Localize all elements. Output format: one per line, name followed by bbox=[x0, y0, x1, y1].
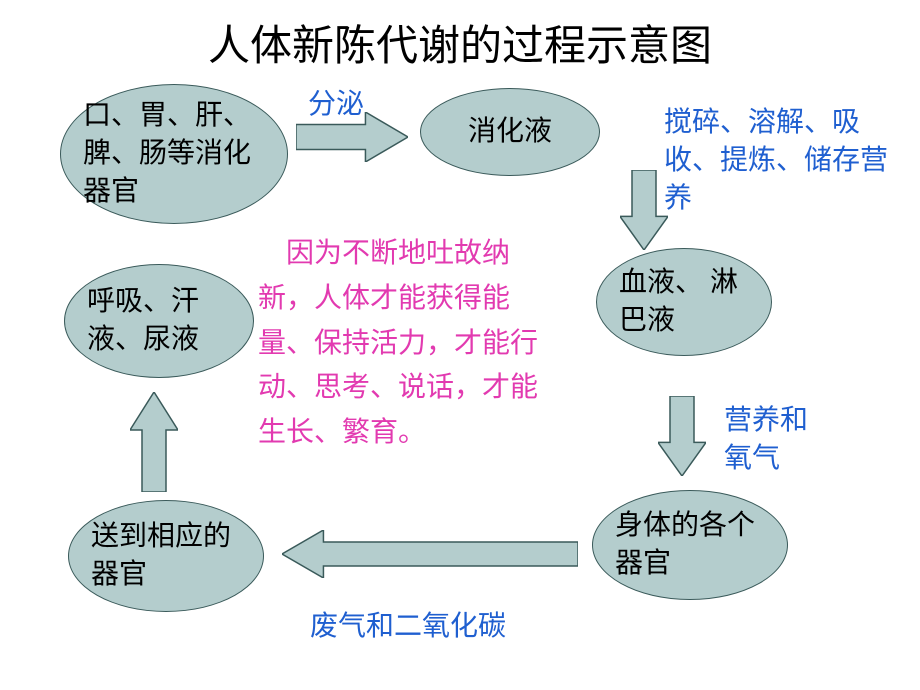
center-explanation: 因为不断地吐故纳新，人体才能获得能量、保持活力，才能行动、思考、说话，才能生长、… bbox=[258, 232, 558, 456]
node-digestive-juice: 消化液 bbox=[420, 88, 600, 176]
edge-label-process: 搅碎、溶解、吸收、提炼、储存营养 bbox=[664, 104, 914, 217]
node-label: 呼吸、汗液、尿液 bbox=[87, 283, 231, 359]
node-label: 血液、 淋巴液 bbox=[619, 264, 749, 340]
arrow-down-icon bbox=[620, 170, 668, 250]
node-blood-lymph: 血液、 淋巴液 bbox=[596, 248, 772, 356]
arrow-up-icon bbox=[130, 392, 178, 492]
node-label: 送到相应的器官 bbox=[91, 518, 241, 594]
node-breath-sweat-urine: 呼吸、汗液、尿液 bbox=[64, 264, 254, 378]
node-body-organs: 身体的各个器官 bbox=[592, 490, 788, 600]
diagram-title: 人体新陈代谢的过程示意图 bbox=[0, 12, 920, 73]
node-label: 口、胃、肝、脾、肠等消化器官 bbox=[83, 97, 265, 210]
edge-label-waste-co2: 废气和二氧化碳 bbox=[310, 608, 506, 646]
node-send-organs: 送到相应的器官 bbox=[68, 500, 264, 612]
node-label: 身体的各个器官 bbox=[615, 507, 765, 583]
arrow-down-icon bbox=[658, 396, 706, 476]
arrow-left-icon bbox=[282, 530, 578, 578]
edge-label-nutrition-oxygen: 营养和 氧气 bbox=[724, 402, 808, 478]
node-label: 消化液 bbox=[443, 113, 577, 151]
node-digestive-organs: 口、胃、肝、脾、肠等消化器官 bbox=[60, 84, 288, 224]
arrow-right-icon bbox=[296, 112, 408, 162]
